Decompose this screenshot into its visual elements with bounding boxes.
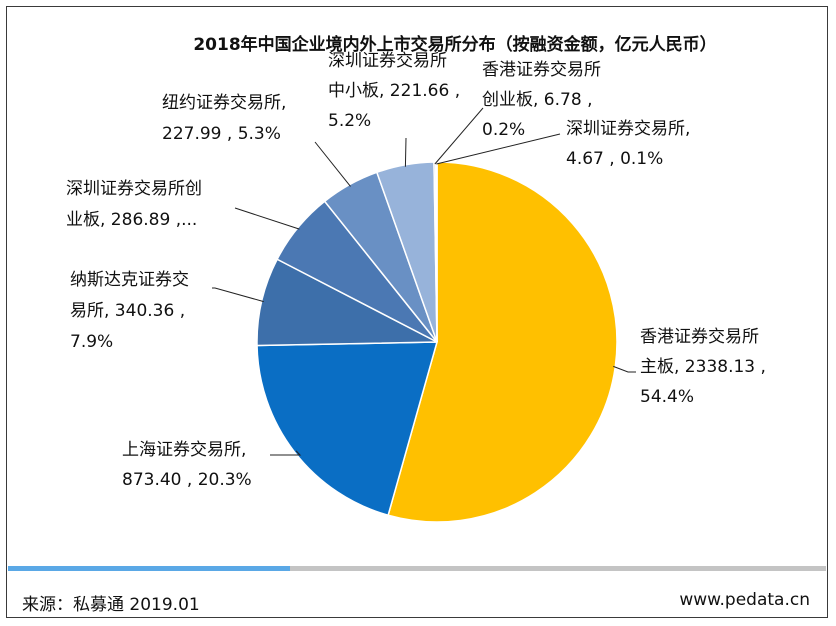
slice-data-label: 香港证券交易所	[640, 327, 759, 347]
slice-data-label: 深圳证券交易所	[328, 51, 447, 71]
chart-title: 2018年中国企业境内外上市交易所分布（按融资金额，亿元人民币）	[193, 34, 716, 55]
source-note: 来源：私募通 2019.01	[22, 595, 200, 615]
slice-data-label: 227.99 , 5.3%	[162, 124, 281, 144]
website-link[interactable]: www.pedata.cn	[679, 590, 810, 610]
slice-data-label: 7.9%	[70, 332, 113, 352]
slice-data-label: 5.2%	[328, 111, 371, 131]
slice-data-label: 主板, 2338.13 ,	[640, 357, 766, 377]
leader-line	[234, 207, 300, 230]
slice-data-label: 0.2%	[482, 120, 525, 140]
leader-line	[270, 450, 302, 456]
slice-data-label: 创业板, 6.78 ,	[482, 90, 592, 110]
leader-line	[404, 137, 407, 167]
slice-data-label: 纽约证券交易所,	[162, 93, 286, 113]
leader-line	[314, 141, 351, 187]
slice-data-label: 纳斯达克证券交	[70, 270, 189, 290]
slice-data-label: 4.67 , 0.1%	[566, 149, 663, 169]
slice-data-label: 中小板, 221.66 ,	[328, 81, 460, 101]
slice-data-label: 873.40 , 20.3%	[122, 470, 252, 490]
footer-divider-bar	[290, 566, 826, 571]
slice-data-label: 香港证券交易所	[482, 60, 601, 80]
slice-data-label: 易所, 340.36 ,	[70, 301, 185, 321]
slice-data-label: 深圳证券交易所创	[66, 179, 202, 199]
pie-slice	[256, 341, 438, 517]
leader-line	[436, 133, 561, 165]
leader-line	[613, 365, 636, 373]
slice-data-label: 深圳证券交易所,	[566, 119, 690, 139]
leader-line	[434, 107, 484, 165]
slice-data-label: 54.4%	[640, 387, 694, 407]
footer-accent-bar	[8, 566, 290, 571]
leader-line	[212, 287, 264, 303]
slice-data-label: 上海证券交易所,	[122, 440, 246, 460]
slice-data-label: 业板, 286.89 ,...	[66, 210, 197, 230]
